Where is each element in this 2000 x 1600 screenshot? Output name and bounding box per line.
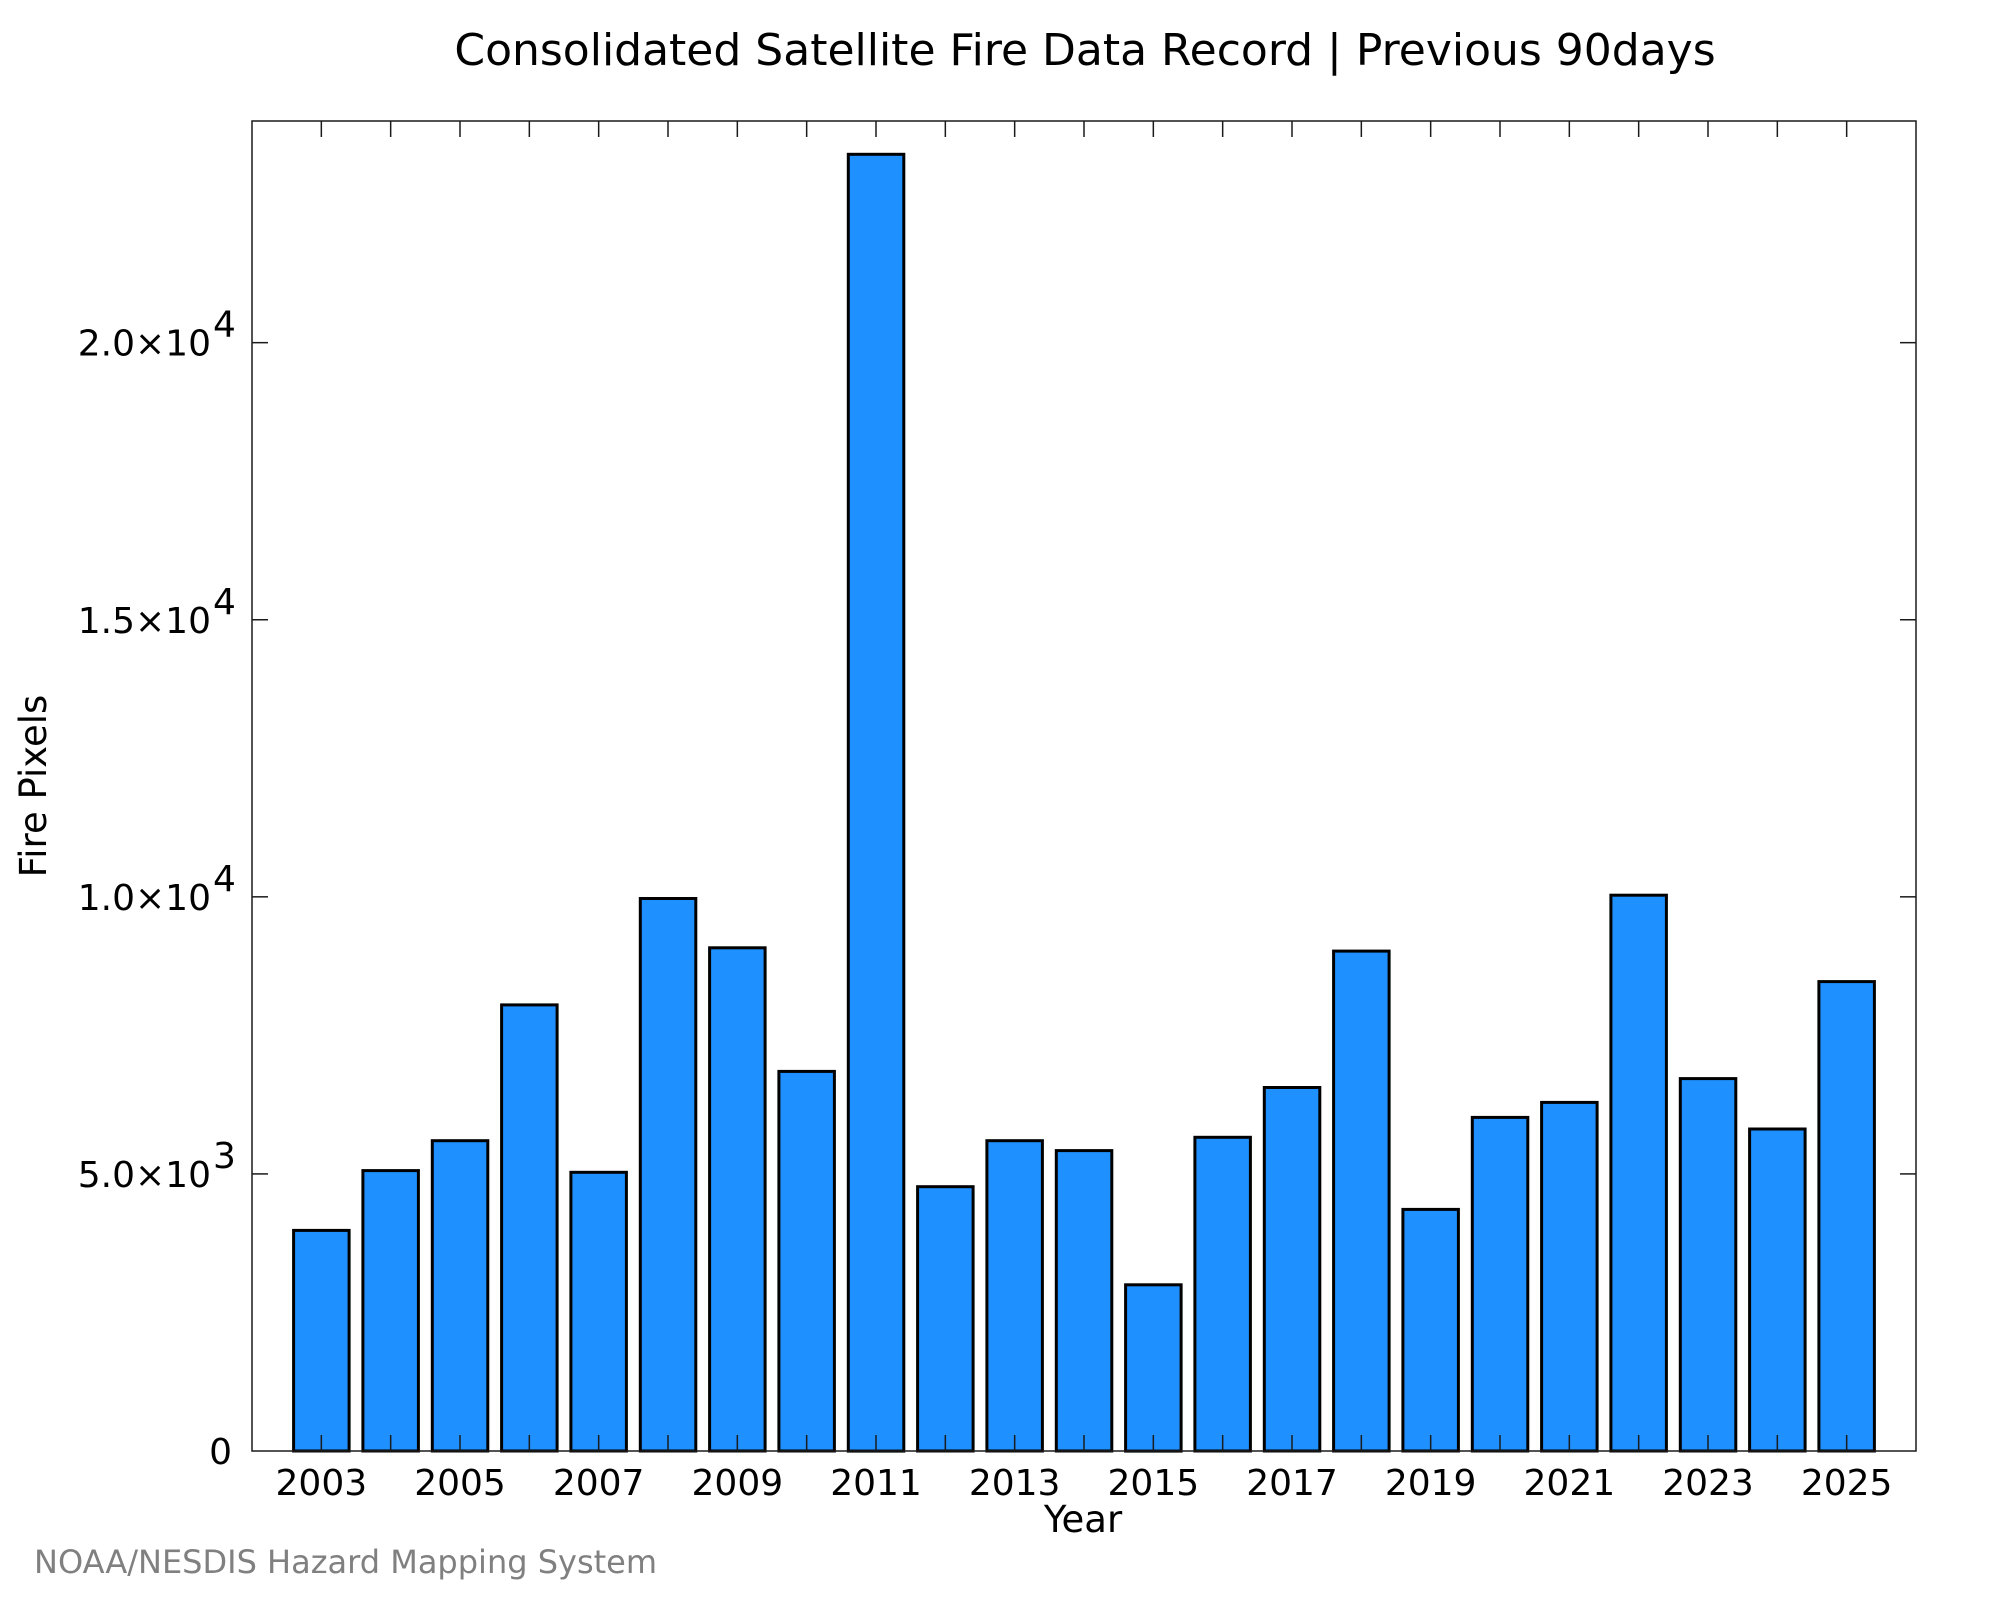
bar-2016 (1193, 1135, 1252, 1453)
bar-2012 (916, 1185, 975, 1453)
x-tick-label-2017: 2017 (1246, 1463, 1338, 1504)
bar-2007 (569, 1170, 628, 1453)
y-tick-exponent-15000: 4 (213, 582, 236, 623)
bar-2023 (1678, 1077, 1738, 1453)
x-tick-label-2007: 2007 (553, 1463, 645, 1504)
y-tick-exponent-20000: 4 (213, 305, 236, 346)
y-axis-label: Fire Pixels (12, 695, 55, 878)
y-tick-label-10000: 1.0×10 (78, 878, 211, 919)
bar-2013 (985, 1139, 1044, 1453)
bar-2019 (1401, 1207, 1460, 1453)
x-tick-label-2025: 2025 (1801, 1463, 1893, 1504)
x-tick-label-2011: 2011 (830, 1463, 922, 1504)
bars-group (292, 152, 1876, 1453)
bar-2015 (1124, 1283, 1183, 1453)
bar-2008 (638, 897, 698, 1453)
bar-2005 (430, 1139, 490, 1453)
x-tick-label-2005: 2005 (414, 1463, 506, 1504)
x-tick-label-2013: 2013 (969, 1463, 1061, 1504)
bar-2006 (500, 1003, 559, 1453)
y-tick-label-0: 0 (209, 1432, 232, 1473)
bar-2009 (708, 946, 767, 1453)
x-tick-label-2021: 2021 (1524, 1463, 1616, 1504)
bar-2003 (292, 1228, 351, 1453)
bar-2017 (1262, 1086, 1322, 1453)
y-tick-label-15000: 1.5×10 (78, 601, 211, 642)
x-tick-label-2019: 2019 (1385, 1463, 1477, 1504)
bar-2018 (1332, 949, 1391, 1453)
y-tick-label-20000: 2.0×10 (78, 324, 211, 365)
y-axis-ticks: 05.0×10 31.0×10 41.5×10 42.0×10 4 (78, 305, 1916, 1473)
bar-2004 (361, 1169, 420, 1453)
x-axis-ticks: 2003 2005 2007 2009 2011 2013 2015 2017 2019 2021… (276, 121, 1893, 1504)
bar-2010 (777, 1069, 836, 1453)
x-tick-label-2023: 2023 (1662, 1463, 1754, 1504)
bar-2025 (1817, 980, 1876, 1453)
bar-2020 (1470, 1115, 1530, 1453)
x-tick-label-2015: 2015 (1108, 1463, 1200, 1504)
credit-text: NOAA/NESDIS Hazard Mapping System (34, 1543, 657, 1581)
y-tick-label-5000: 5.0×10 (78, 1155, 211, 1196)
bar-2011 (846, 152, 906, 1453)
bar-2021 (1540, 1100, 1599, 1453)
x-axis-label: Year (1043, 1498, 1123, 1541)
y-tick-exponent-5000: 3 (213, 1136, 236, 1177)
chart-title: Consolidated Satellite Fire Data Record … (454, 25, 1715, 76)
bar-2014 (1054, 1149, 1114, 1453)
x-tick-label-2003: 2003 (276, 1463, 368, 1504)
y-tick-exponent-10000: 4 (213, 859, 236, 900)
bar-2022 (1609, 893, 1668, 1453)
x-tick-label-2009: 2009 (692, 1463, 784, 1504)
bar-2024 (1748, 1127, 1807, 1453)
